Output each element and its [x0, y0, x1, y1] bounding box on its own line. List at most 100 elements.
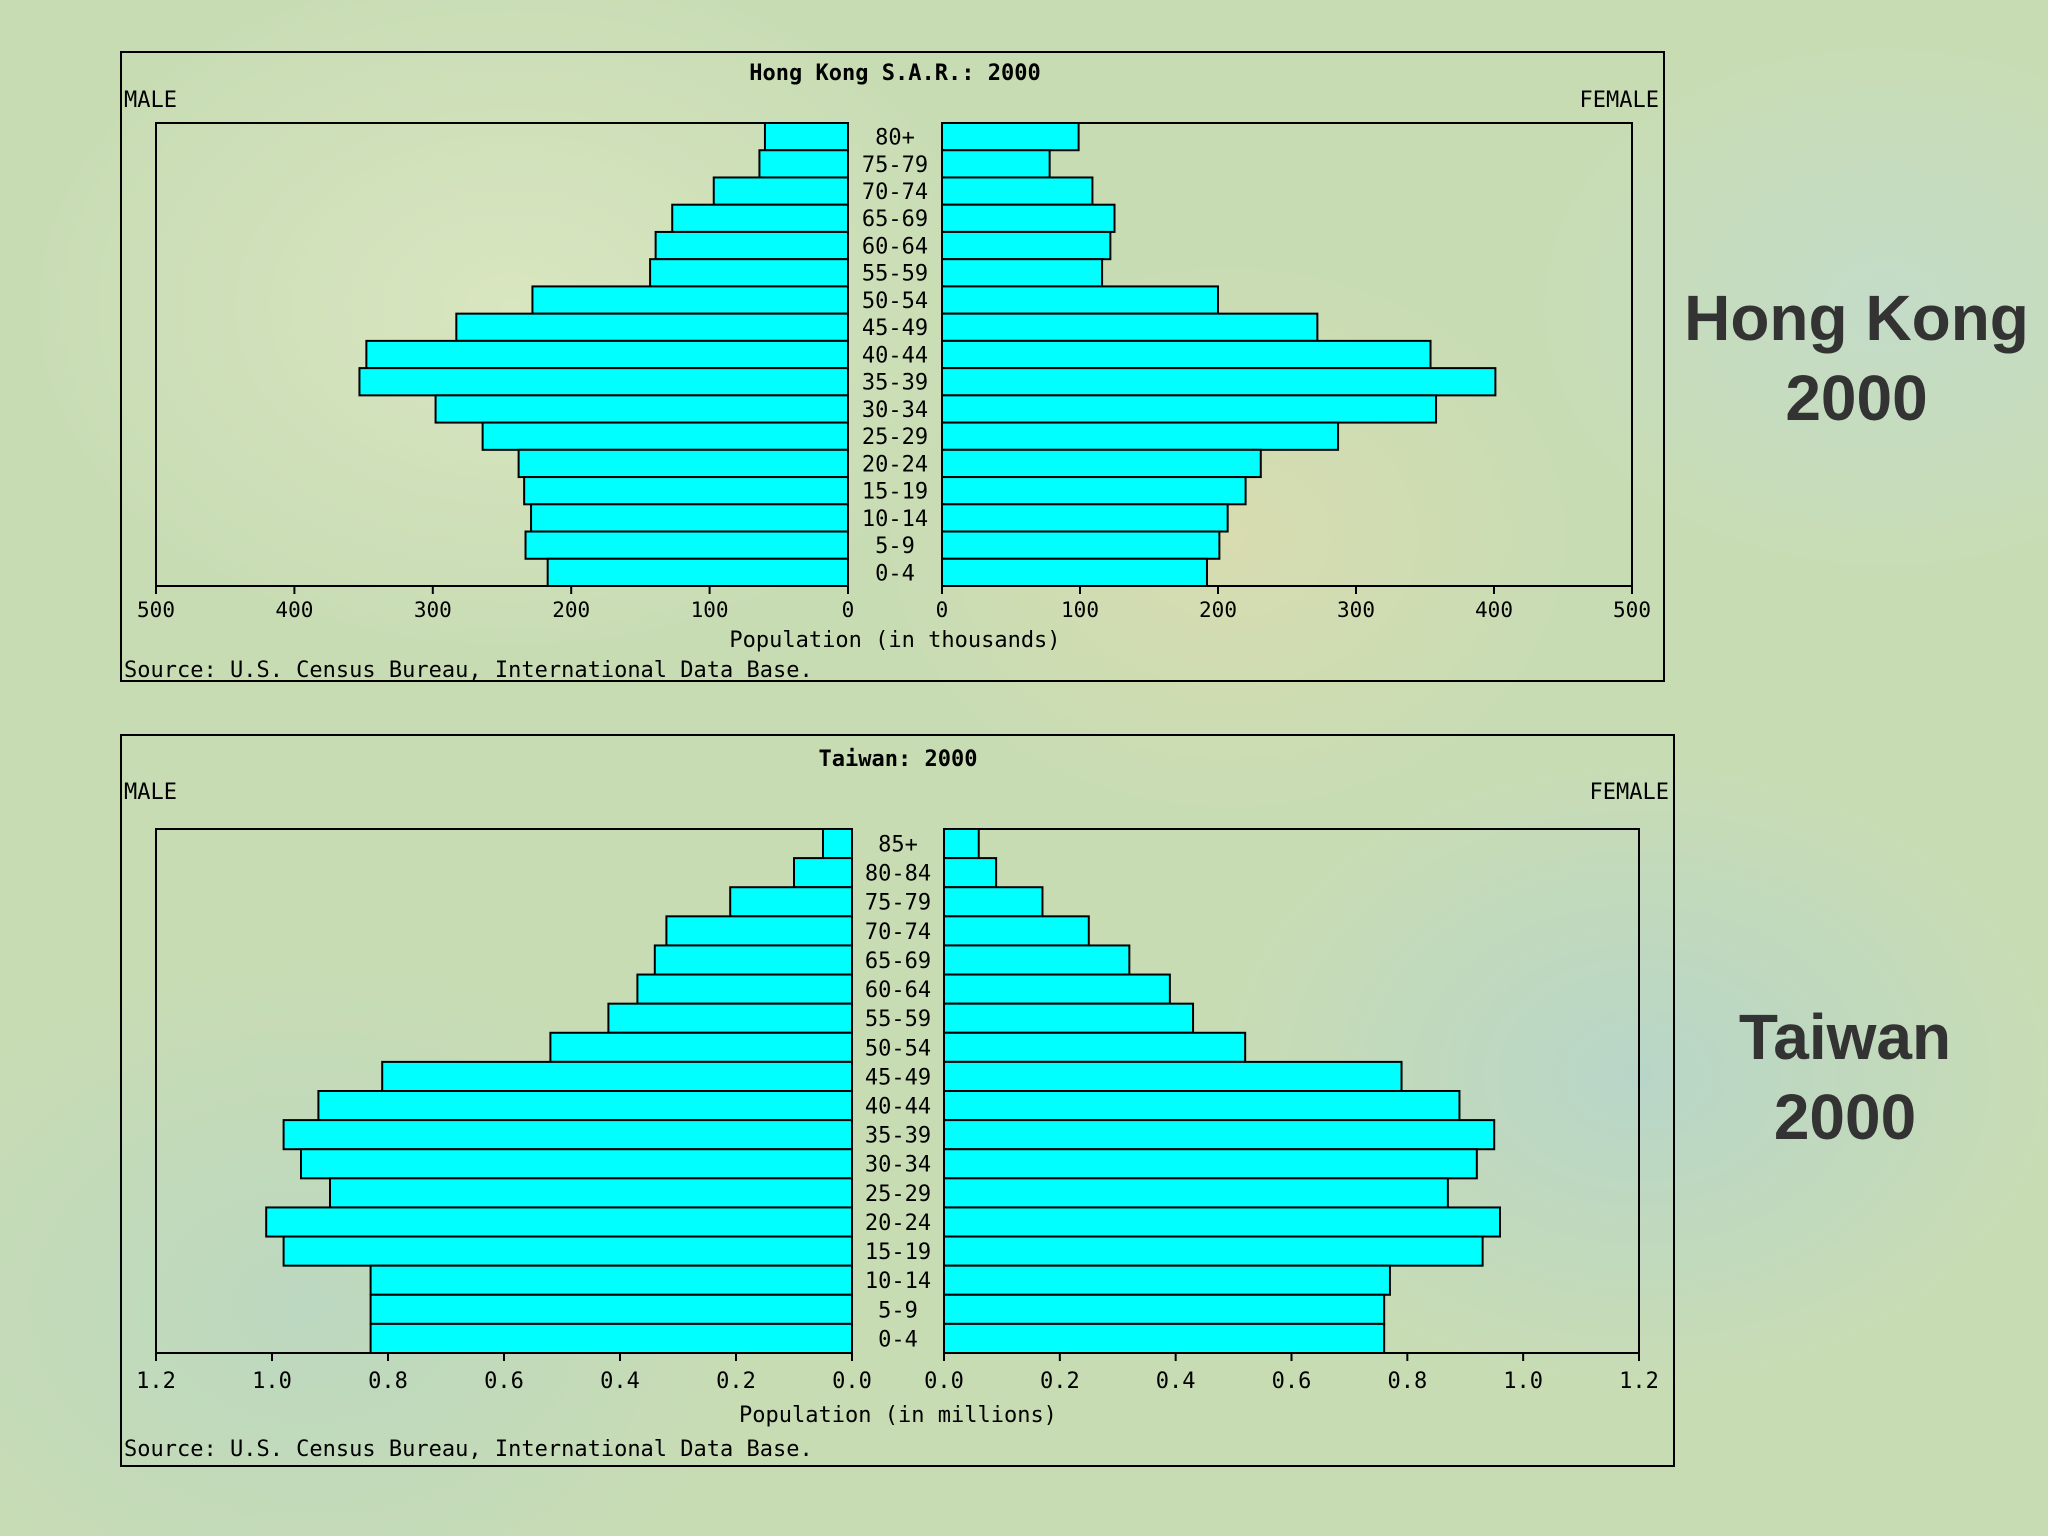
female-bar-50-54 [941, 285, 1219, 315]
male-bar-35-39 [282, 1119, 854, 1151]
male-bar-30-34 [434, 394, 849, 424]
female-label: FEMALE [1580, 88, 1659, 113]
age-group-label-15-19: 15-19 [865, 1240, 931, 1265]
age-group-label-40-44: 40-44 [865, 1094, 931, 1119]
source-note: Source: U.S. Census Bureau, Internationa… [124, 658, 813, 683]
male-bar-20-24 [517, 448, 849, 479]
age-group-label-25-29: 25-29 [862, 425, 928, 450]
hong-kong-population-pyramid: Hong Kong S.A.R.: 2000 MALE FEMALE 80+75-79… [124, 61, 1659, 683]
age-group-label-70-74: 70-74 [862, 180, 928, 205]
male-bar-60-64 [654, 230, 850, 261]
female-bar-10-14 [941, 503, 1229, 533]
male-bar-50-54 [549, 1031, 853, 1063]
taiwan-chart-panel: Taiwan: 2000 MALE FEMALE 85+ 80-84 75-79 70-74… [120, 734, 1675, 1467]
female-x-tick-label: 1.2 [1619, 1369, 1659, 1394]
age-group-label-50-54: 50-54 [865, 1036, 931, 1061]
female-bar-65-69 [941, 203, 1116, 233]
male-x-tick-label: 1.2 [136, 1369, 176, 1394]
male-bar-75-79 [758, 149, 850, 179]
male-bar-65-69 [653, 944, 853, 976]
female-x-tick-label: 0.6 [1272, 1369, 1312, 1394]
age-group-label-35-39: 35-39 [865, 1124, 931, 1149]
age-group-label-60-64: 60-64 [862, 234, 928, 259]
hong-kong-heading-line2: 2000 [1785, 362, 1928, 434]
female-x-tick-label: 0.4 [1156, 1369, 1196, 1394]
male-bar-25-29 [481, 421, 849, 451]
male-bar-80plus [763, 122, 850, 152]
female-x-tick-label: 400 [1475, 598, 1513, 622]
age-group-label-30-34: 30-34 [865, 1153, 931, 1178]
male-x-tick-label: 0.4 [600, 1369, 640, 1394]
age-group-label-40-44: 40-44 [862, 343, 928, 368]
source-note: Source: U.S. Census Bureau, Internationa… [124, 1437, 813, 1462]
male-x-tick-label: 300 [414, 598, 452, 622]
male-bar-15-19 [523, 476, 849, 506]
female-bar-70-74 [941, 176, 1094, 206]
male-x-tick-label: 0.2 [716, 1369, 756, 1394]
female-bar-80plus [941, 122, 1080, 152]
female-bar-75-79 [943, 886, 1044, 918]
age-group-label-75-79: 75-79 [862, 153, 928, 178]
female-bar-30-34 [943, 1148, 1478, 1180]
taiwan-heading-line2: 2000 [1773, 1081, 1917, 1153]
male-bar-70-74 [712, 176, 850, 206]
female-bar-0-4 [943, 1322, 1386, 1355]
age-group-label-65-69: 65-69 [862, 207, 928, 232]
age-group-label-80plus: 80+ [875, 126, 915, 151]
age-group-label-0-4: 0-4 [875, 561, 915, 586]
female-x-tick-label: 0.2 [1040, 1369, 1080, 1394]
male-bar-80-84 [793, 857, 853, 889]
x-axis-label: Population (in millions) [739, 1403, 1057, 1428]
male-bar-0-4 [546, 557, 849, 588]
female-bar-15-19 [943, 1235, 1484, 1267]
male-bar-75-79 [729, 886, 854, 918]
hong-kong-heading-line1: Hong Kong [1684, 282, 2029, 354]
female-bar-45-49 [943, 1060, 1403, 1092]
female-bar-5-9 [943, 1293, 1386, 1325]
female-bar-40-44 [941, 339, 1432, 370]
male-x-tick-label: 500 [137, 598, 175, 622]
female-bar-75-79 [941, 149, 1051, 179]
female-bar-35-39 [941, 367, 1497, 397]
male-bar-5-9 [369, 1293, 853, 1325]
male-bar-0-4 [369, 1322, 853, 1355]
female-x-tick-label: 300 [1337, 598, 1375, 622]
female-bar-65-69 [943, 944, 1131, 976]
female-bar-30-34 [941, 394, 1438, 424]
age-group-label-30-34: 30-34 [862, 398, 928, 423]
male-bar-70-74 [665, 915, 854, 947]
age-group-label-5-9: 5-9 [878, 1298, 918, 1323]
taiwan-heading: Taiwan 2000 [1675, 997, 2015, 1157]
male-bar-40-44 [317, 1090, 853, 1122]
chart-title: Taiwan: 2000 [819, 747, 978, 772]
female-bar-35-39 [943, 1119, 1496, 1151]
male-bar-55-59 [607, 1002, 853, 1034]
age-group-label-20-24: 20-24 [862, 452, 928, 477]
age-group-label-75-79: 75-79 [865, 891, 931, 916]
male-x-tick-label: 200 [552, 598, 590, 622]
age-group-label-25-29: 25-29 [865, 1182, 931, 1207]
female-bar-60-64 [943, 973, 1171, 1005]
male-bar-65-69 [671, 203, 849, 233]
female-bar-0-4 [941, 557, 1208, 588]
male-bar-45-49 [455, 312, 849, 342]
male-bar-45-49 [381, 1060, 853, 1092]
male-bar-15-19 [282, 1235, 854, 1267]
female-x-tick-label: 0 [936, 598, 949, 622]
female-bar-10-14 [943, 1264, 1391, 1296]
female-bar-20-24 [941, 448, 1262, 479]
male-bar-85plus [822, 828, 853, 860]
male-bar-10-14 [369, 1264, 853, 1296]
female-bar-55-59 [941, 258, 1104, 288]
male-label: MALE [124, 780, 177, 805]
female-bar-55-59 [943, 1002, 1195, 1034]
age-group-label-45-49: 45-49 [862, 316, 928, 341]
male-x-tick-label: 0.6 [484, 1369, 524, 1394]
female-x-tick-label: 0.0 [924, 1369, 964, 1394]
age-group-label-10-14: 10-14 [862, 507, 928, 532]
male-bar-20-24 [265, 1206, 853, 1238]
female-x-tick-label: 1.0 [1503, 1369, 1543, 1394]
male-x-tick-label: 100 [691, 598, 729, 622]
male-x-tick-label: 0 [842, 598, 855, 622]
age-group-label-45-49: 45-49 [865, 1065, 931, 1090]
